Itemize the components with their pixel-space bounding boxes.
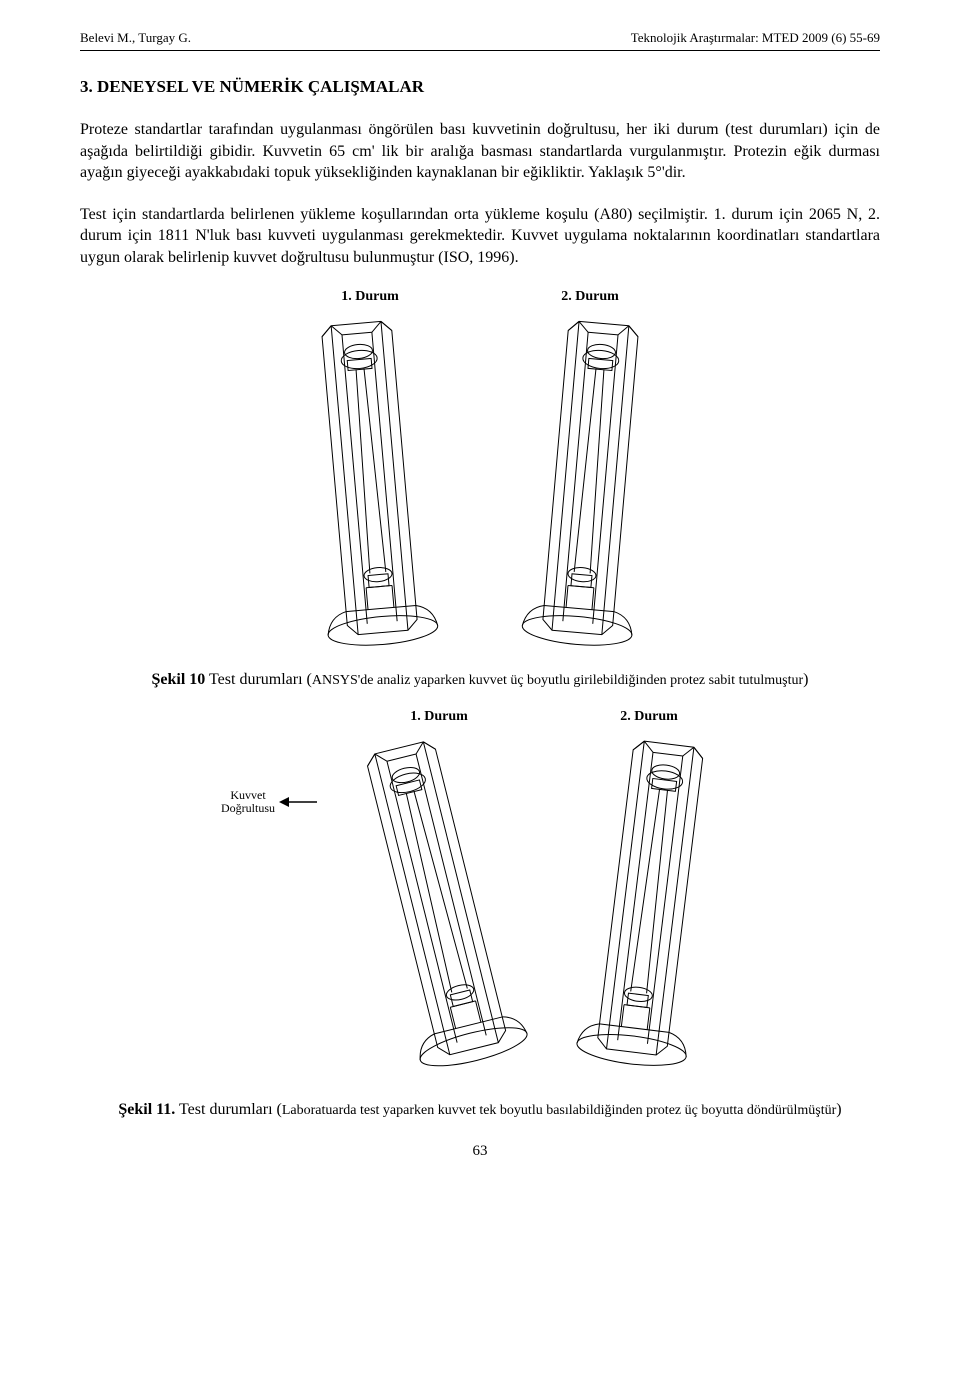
figure-11-row: KuvvetDoğrultusu 1. Durum xyxy=(80,709,880,1083)
figure-10-row: 1. Durum xyxy=(80,289,880,653)
figure-10-caption-small: ANSYS'de analiz yaparken kuvvet üç boyut… xyxy=(312,673,803,688)
figure-11-left: 1. Durum xyxy=(349,709,529,1083)
figure-10-left: 1. Durum xyxy=(290,289,450,653)
page-number: 63 xyxy=(80,1143,880,1160)
figure-11-caption-small: Laboratuarda test yaparken kuvvet tek bo… xyxy=(282,1103,836,1118)
force-direction-text: KuvvetDoğrultusu xyxy=(221,788,275,815)
figure-11-left-label: 1. Durum xyxy=(410,709,468,725)
force-direction-label: KuvvetDoğrultusu xyxy=(221,789,275,815)
header-right: Teknolojik Araştırmalar: MTED 2009 (6) 5… xyxy=(631,30,880,46)
figure-11-right: 2. Durum xyxy=(559,709,739,1083)
page-header: Belevi M., Turgay G. Teknolojik Araştırm… xyxy=(80,30,880,46)
paragraph-2: Test için standartlarda belirlenen yükle… xyxy=(80,204,880,269)
paragraph-1: Proteze standartlar tarafından uygulanma… xyxy=(80,119,880,184)
force-direction-annotation: KuvvetDoğrultusu xyxy=(221,789,319,815)
figure-11-caption-end: ) xyxy=(836,1101,841,1118)
figure-10-caption: Şekil 10 Test durumları (ANSYS'de analiz… xyxy=(80,671,880,689)
prosthesis-diagram-3 xyxy=(349,733,529,1083)
header-divider xyxy=(80,50,880,51)
figure-11-right-label: 2. Durum xyxy=(620,709,678,725)
section-title: 3. DENEYSEL VE NÜMERİK ÇALIŞMALAR xyxy=(80,77,880,97)
prosthesis-diagram-1 xyxy=(290,313,450,653)
prosthesis-diagram-4 xyxy=(559,733,739,1083)
header-left: Belevi M., Turgay G. xyxy=(80,30,191,46)
figure-10-left-label: 1. Durum xyxy=(341,289,399,305)
figure-10-right: 2. Durum xyxy=(510,289,670,653)
figure-11-caption: Şekil 11. Test durumları (Laboratuarda t… xyxy=(80,1101,880,1119)
arrow-left-icon xyxy=(279,792,319,812)
figure-10-caption-end: ) xyxy=(803,671,808,688)
figure-11: KuvvetDoğrultusu 1. Durum xyxy=(80,709,880,1083)
prosthesis-diagram-2 xyxy=(510,313,670,653)
figure-10-right-label: 2. Durum xyxy=(561,289,619,305)
figure-11-caption-bold: Şekil 11. xyxy=(118,1101,175,1118)
figure-10-caption-rest: Test durumları ( xyxy=(205,671,312,688)
figure-10: 1. Durum xyxy=(80,289,880,653)
figure-11-caption-rest: Test durumları ( xyxy=(175,1101,282,1118)
figure-10-caption-bold: Şekil 10 xyxy=(152,671,206,688)
